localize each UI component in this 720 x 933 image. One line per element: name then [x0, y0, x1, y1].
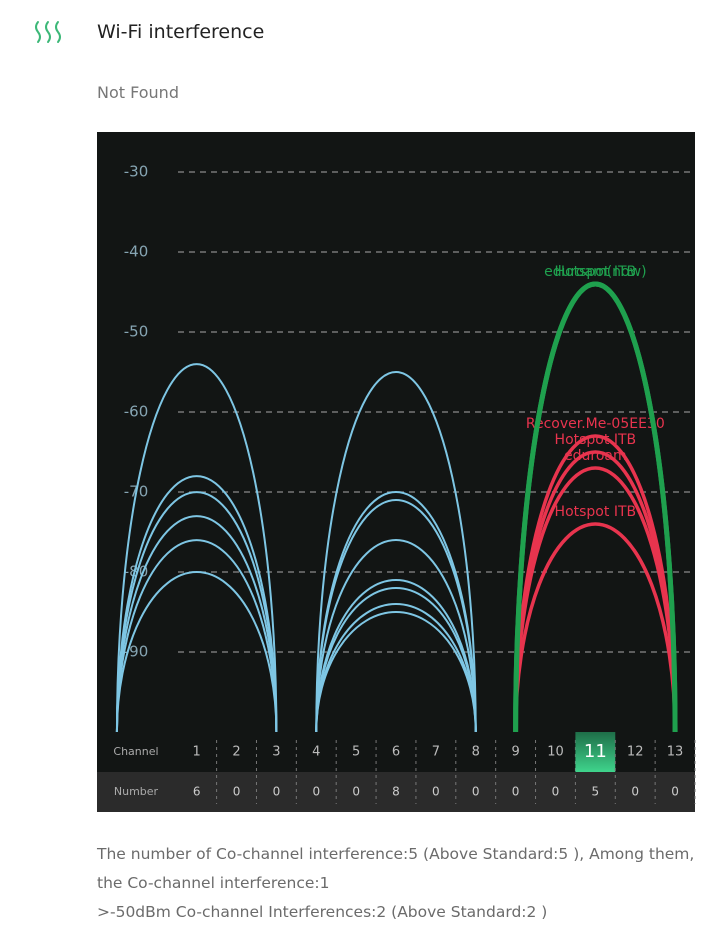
x-tick-label: 13	[667, 745, 684, 760]
signal-arc	[115, 571, 278, 733]
status-text: Not Found	[97, 83, 179, 102]
count-label: 0	[472, 785, 480, 799]
signal-arc	[513, 281, 678, 733]
wifi-icon	[35, 21, 61, 43]
y-tick-label: -50	[124, 323, 149, 341]
count-label: 0	[631, 785, 639, 799]
signal-arc	[115, 475, 278, 733]
row-label: Channel	[113, 745, 158, 758]
signal-arc	[115, 515, 278, 733]
x-tick-label: 3	[272, 745, 280, 760]
signal-arc	[115, 491, 278, 733]
signal-arc	[315, 371, 477, 733]
signal-arc	[513, 466, 677, 733]
summary-line: >-50dBm Co-channel Interferences:2 (Abov…	[97, 903, 548, 921]
count-label: 0	[312, 785, 320, 799]
network-label: Hotspot ITB	[555, 432, 637, 448]
signal-arc	[115, 363, 278, 733]
number-row	[97, 772, 695, 812]
signal-arc	[315, 603, 477, 733]
count-label: 5	[592, 785, 600, 799]
network-label: eduroam	[564, 448, 627, 464]
network-label: eduroam(now)	[544, 264, 646, 280]
signal-arc	[315, 611, 477, 733]
x-tick-label: 9	[511, 745, 519, 760]
count-label: 0	[512, 785, 520, 799]
count-label: 0	[352, 785, 360, 799]
x-tick-label: 12	[627, 745, 644, 760]
y-tick-label: -40	[124, 243, 149, 261]
summary-line: The number of Co-channel interference:5 …	[97, 845, 695, 892]
signal-arc	[315, 587, 477, 733]
signal-arc	[513, 522, 677, 733]
signal-arc	[315, 539, 477, 733]
count-label: 6	[193, 785, 201, 799]
x-tick-label: 1	[193, 745, 201, 760]
x-tick-label: 11	[584, 741, 607, 762]
x-tick-label: 7	[432, 745, 440, 760]
network-label: Recover.Me-05EE30	[526, 416, 665, 432]
count-label: 0	[432, 785, 440, 799]
chart-background	[97, 132, 695, 812]
count-label: 0	[671, 785, 679, 799]
x-tick-label: 8	[472, 745, 480, 760]
y-tick-label: -30	[124, 163, 149, 181]
x-tick-label: 6	[392, 745, 400, 760]
count-label: 0	[233, 785, 241, 799]
count-label: 0	[273, 785, 281, 799]
network-label: Hotspot ITB	[555, 504, 637, 520]
x-tick-label: 2	[232, 745, 240, 760]
signal-arc	[115, 539, 278, 733]
count-label: 8	[392, 785, 400, 799]
page-title: Wi-Fi interference	[97, 21, 265, 43]
x-tick-label: 4	[312, 745, 320, 760]
network-label: Hotspot ITB	[555, 264, 637, 280]
y-tick-label: -60	[124, 403, 149, 421]
chart: -30-40-50-60-70-80-90ChannelNumber162030…	[97, 132, 696, 812]
x-tick-label: 5	[352, 745, 360, 760]
count-label: 0	[552, 785, 560, 799]
x-tick-label: 10	[547, 745, 564, 760]
signal-arc	[315, 499, 477, 733]
channel-highlight	[575, 732, 616, 772]
row-label: Number	[114, 785, 159, 798]
summary: The number of Co-channel interference:5 …	[97, 840, 697, 927]
